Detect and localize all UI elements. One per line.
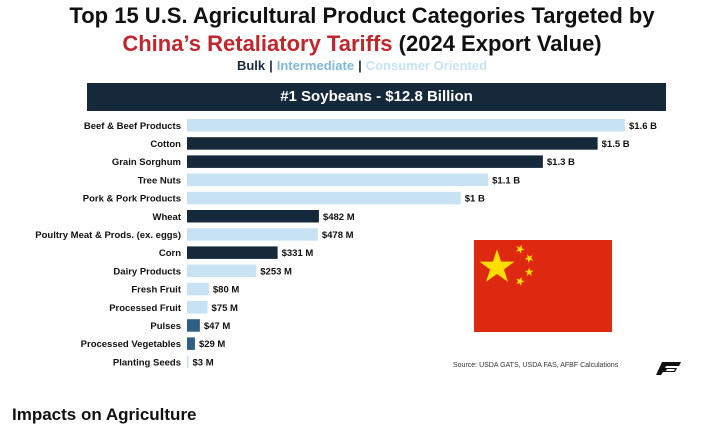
bar bbox=[187, 228, 318, 241]
category-label: Tree Nuts bbox=[138, 175, 181, 186]
source-note: Source: USDA GATS, USDA FAS, AFBF Calcul… bbox=[453, 362, 619, 369]
value-label: $75 M bbox=[212, 303, 238, 314]
value-label: $3 M bbox=[193, 357, 214, 368]
value-label: $331 M bbox=[282, 248, 314, 259]
category-label: Pulses bbox=[150, 321, 181, 332]
category-label: Fresh Fruit bbox=[131, 285, 181, 296]
title-line-1: Top 15 U.S. Agricultural Product Categor… bbox=[69, 3, 655, 28]
bar bbox=[187, 155, 543, 168]
china-flag-icon bbox=[474, 240, 612, 332]
value-label: $478 M bbox=[322, 230, 354, 241]
soybeans-banner: #1 Soybeans - $12.8 Billion bbox=[87, 83, 666, 111]
legend-separator: | bbox=[269, 58, 273, 73]
value-label: $482 M bbox=[323, 212, 355, 223]
value-label: $47 M bbox=[204, 321, 230, 332]
bar bbox=[187, 191, 461, 205]
legend-consumer: Consumer Oriented bbox=[365, 58, 488, 73]
bar bbox=[187, 137, 598, 150]
bar bbox=[187, 119, 625, 132]
bar-chart: Beef & Beef Products $1.6 B Cotton $1.5 B Gr… bbox=[35, 119, 657, 369]
category-label: Processed Fruit bbox=[109, 303, 182, 314]
value-label: $1.1 B bbox=[492, 175, 520, 186]
chart-title: Top 15 U.S. Agricultural Product Categor… bbox=[0, 2, 724, 58]
value-label: $1.6 B bbox=[629, 121, 657, 132]
value-label: $1.3 B bbox=[547, 157, 575, 168]
bar bbox=[187, 301, 208, 314]
legend-separator: | bbox=[358, 58, 362, 73]
category-label: Processed Vegetables bbox=[81, 339, 181, 350]
bar bbox=[187, 355, 189, 369]
legend-bulk: Bulk bbox=[236, 58, 266, 73]
value-label: $80 M bbox=[213, 285, 239, 296]
category-label: Cotton bbox=[150, 139, 181, 150]
category-label: Poultry Meat & Prods. (ex. eggs) bbox=[35, 230, 181, 241]
section-heading: Impacts on Agriculture bbox=[12, 405, 197, 424]
bar bbox=[187, 246, 278, 259]
title-suffix: (2024 Export Value) bbox=[392, 31, 602, 56]
value-label: $1 B bbox=[465, 194, 485, 205]
bar bbox=[187, 173, 489, 187]
bar bbox=[187, 210, 319, 223]
category-label: Beef & Beef Products bbox=[84, 121, 181, 132]
afbf-logo-icon bbox=[656, 362, 681, 375]
legend: Bulk | Intermediate | Consumer Oriented bbox=[0, 58, 724, 74]
category-label: Corn bbox=[159, 248, 181, 259]
bar bbox=[187, 264, 257, 278]
category-label: Planting Seeds bbox=[113, 357, 181, 368]
category-label: Wheat bbox=[153, 212, 182, 223]
title-highlight: China’s Retaliatory Tariffs bbox=[122, 31, 393, 56]
title-line-2: China’s Retaliatory Tariffs (2024 Export… bbox=[0, 30, 724, 58]
value-label: $29 M bbox=[199, 339, 225, 350]
bar bbox=[187, 319, 200, 332]
bar bbox=[187, 282, 209, 296]
value-label: $253 M bbox=[260, 266, 292, 277]
category-label: Grain Sorghum bbox=[112, 157, 181, 168]
bar bbox=[187, 337, 195, 350]
legend-intermediate: Intermediate bbox=[276, 58, 355, 73]
category-label: Dairy Products bbox=[113, 266, 181, 277]
value-label: $1.5 B bbox=[602, 139, 630, 150]
category-label: Pork & Pork Products bbox=[83, 194, 181, 205]
